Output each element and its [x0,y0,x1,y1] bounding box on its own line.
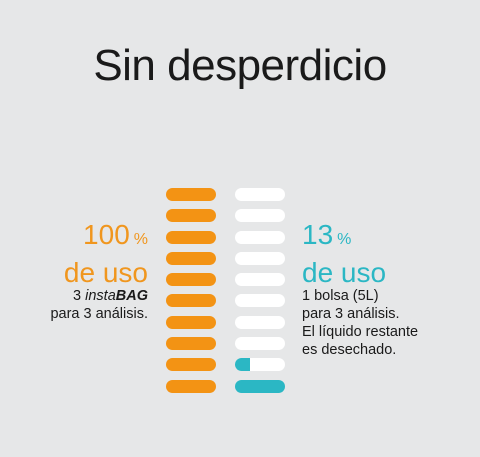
left-stat-value: 100 [83,219,130,250]
left-stat-value-line: 100% [64,218,148,257]
right-usage-bar-empty [235,337,285,351]
left-usage-bar [166,273,216,287]
right-description-line: para 3 análisis. [302,306,400,322]
right-usage-bar-empty [235,209,285,223]
right-description-line: es desechado. [302,342,397,358]
left-usage-bar [166,379,216,393]
right-usage-bar-empty [235,294,285,308]
right-usage-bar-empty [235,315,285,329]
right-description: 1 bolsa (5L) para 3 análisis. El líquido… [302,287,418,359]
left-usage-bar [166,230,216,244]
left-usage-bar [166,358,216,372]
right-usage-bar-empty [235,188,285,201]
right-stat-unit: de uso [302,257,387,288]
left-usage-bar [166,209,216,223]
right-stat-value: 13 [302,219,334,250]
right-usage-bar-empty [235,230,285,244]
right-usage-bar-full [235,379,285,393]
right-description-line: El líquido restante [302,324,419,340]
right-stat-percent: % [337,231,352,248]
right-description-line: 1 bolsa (5L) [302,288,379,304]
left-description-line2: para 3 análisis. [50,306,148,322]
right-stat: 13% de uso [302,218,386,289]
right-usage-bar-empty [235,273,285,287]
left-description: 3 instaBAG para 3 análisis. [50,287,148,323]
left-usage-bars [166,188,216,401]
left-desc-bold: BAG [115,288,148,304]
left-usage-bar [166,251,216,265]
left-usage-bar [166,294,216,308]
left-usage-bar [166,315,216,329]
left-usage-bar [166,188,216,201]
left-usage-bar [166,337,216,351]
right-stat-value-line: 13% [302,218,386,257]
left-stat-percent: % [133,231,148,248]
left-desc-italic: insta [85,288,116,304]
left-stat-unit: de uso [63,257,148,288]
left-desc-prefix: 3 [73,288,86,304]
left-description-line1: 3 instaBAG [50,287,148,305]
left-stat: 100% de uso [64,218,148,289]
right-usage-bar-empty [235,251,285,265]
right-usage-bars [235,188,285,401]
right-usage-bar-partial [235,358,285,372]
right-usage-bar-fill [235,358,250,372]
page-title: Sin desperdicio [93,41,387,90]
